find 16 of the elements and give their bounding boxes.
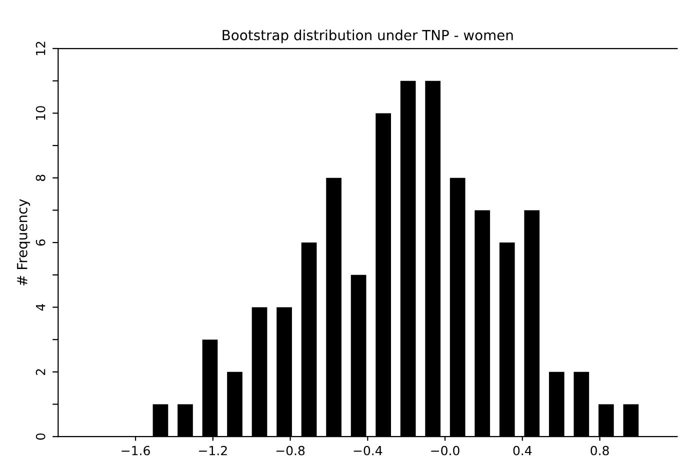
y-tick-label: 4 — [36, 304, 46, 311]
y-axis-title: # Frequency — [17, 199, 30, 286]
x-tick-label: −0.0 — [431, 446, 460, 456]
y-tick-label: 6 — [36, 239, 46, 246]
y-tick-label: 0 — [36, 433, 46, 440]
x-tick-label: 0.4 — [513, 446, 532, 456]
x-tick-label: −1.2 — [199, 446, 227, 456]
x-tick-label: −1.6 — [122, 446, 150, 456]
x-tick-label: −0.4 — [354, 446, 382, 456]
y-tick-label: 10 — [36, 106, 46, 120]
x-tick-label: 0.8 — [590, 446, 609, 456]
chart-title: Bootstrap distribution under TNP - women — [222, 30, 513, 44]
y-tick-label: 8 — [36, 174, 46, 181]
x-tick-label: −0.8 — [276, 446, 305, 456]
y-tick-label: 2 — [36, 369, 46, 375]
y-tick-label: 12 — [36, 42, 46, 56]
